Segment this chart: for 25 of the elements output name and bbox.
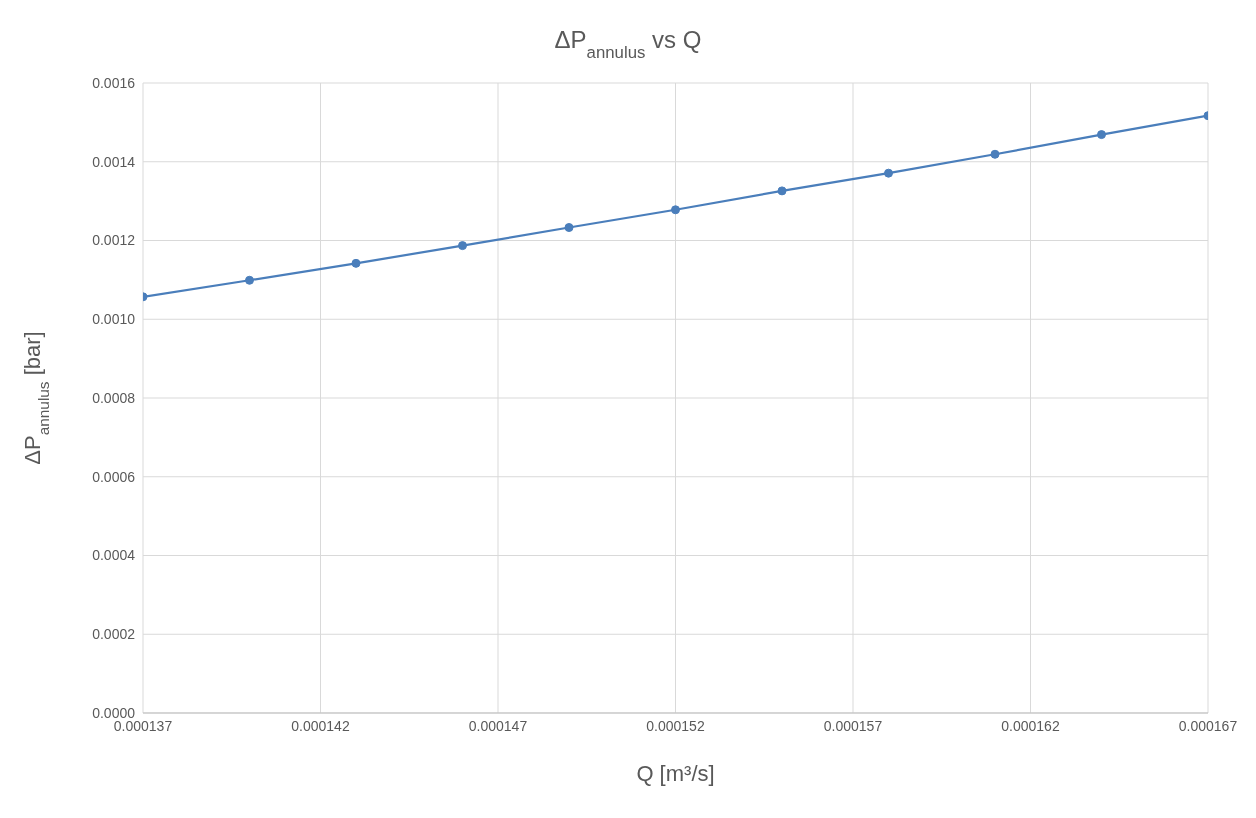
y-tick-label: 0.0014 — [92, 153, 136, 170]
point — [777, 186, 787, 196]
point — [1097, 130, 1106, 140]
x-tick-label: 0.000162 — [1001, 717, 1060, 734]
point — [351, 258, 361, 268]
y-tick-label: 0.0004 — [92, 547, 136, 564]
point — [458, 241, 467, 251]
point — [245, 275, 254, 285]
x-tick-label: 0.000167 — [1178, 717, 1238, 734]
y-tick-label: 0.0012 — [92, 232, 136, 249]
y-tick-label: 0.0010 — [92, 311, 136, 328]
chart-title: ΔP$_{annulus}$ vs Q — [554, 26, 702, 62]
x-tick-label: 0.000157 — [823, 717, 883, 734]
point — [671, 205, 680, 215]
y-tick-label: 0.0008 — [92, 389, 136, 406]
y-tick-label: 0.0016 — [92, 74, 136, 91]
x-tick-label: 0.000147 — [468, 717, 528, 734]
y-tick-label: 0.0006 — [92, 468, 136, 485]
x-axis-title: Q [m³/s] — [636, 761, 715, 786]
y-tick-label: 0.0002 — [92, 626, 136, 643]
x-tick-label: 0.000142 — [291, 717, 350, 734]
point — [564, 223, 574, 233]
x-tick-label: 0.000152 — [646, 717, 705, 734]
point — [990, 149, 1000, 159]
point — [884, 168, 893, 178]
